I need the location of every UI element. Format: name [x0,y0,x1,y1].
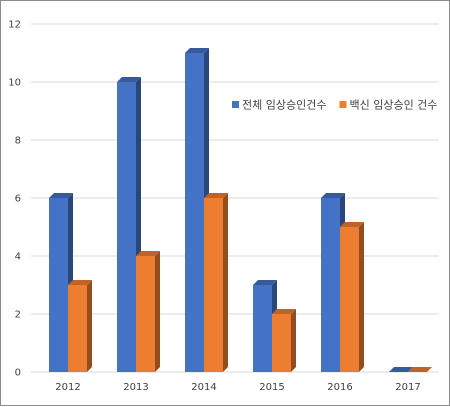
legend-label: 백신 임상승인 건수 [349,99,437,112]
legend-label: 전체 임상승인건수 [242,99,326,112]
bar-top [389,367,413,372]
bar-side [87,280,92,372]
bar-top [340,222,364,227]
bar-front [117,82,136,372]
bar-front [272,314,291,372]
x-tick-label: 2015 [259,382,284,393]
bar-front [49,198,68,372]
bar [389,367,413,372]
bar-side [223,193,228,372]
x-axis-ticks: 2012 2013 2014 2015 2016 2017 [55,382,420,393]
x-tick-label: 2016 [327,382,352,393]
bar-top [272,309,296,314]
y-tick-label: 0 [15,368,21,379]
legend: 전체 임상승인건수 백신 임상승인 건수 [232,99,437,112]
bar [408,367,432,372]
bar-top [321,193,345,198]
bar [68,280,92,372]
y-tick-label: 2 [15,310,21,321]
bar-top [408,367,432,372]
y-tick-label: 6 [15,194,21,205]
x-tick-label: 2017 [395,382,420,393]
y-tick-label: 12 [8,20,21,31]
bar-top [185,48,209,53]
bar-front [185,53,204,372]
bar-side [359,222,364,372]
bar-top [204,193,228,198]
bar-side [291,309,296,372]
bars [49,48,432,372]
bar-front [340,227,359,372]
x-tick-label: 2013 [123,382,148,393]
bar-top [253,280,277,285]
x-tick-label: 2012 [55,382,80,393]
bar-top [49,193,73,198]
bar-front [253,285,272,372]
bar-top [136,251,160,256]
bar-front [68,285,87,372]
bar-side [155,251,160,372]
legend-swatch [232,101,239,108]
y-tick-label: 10 [8,78,21,89]
bar-top [68,280,92,285]
gridlines [31,23,439,373]
bar-front [204,198,223,372]
x-tick-label: 2014 [191,382,216,393]
bar [272,309,296,372]
bar-front [136,256,155,372]
y-axis-ticks: 0 2 4 6 8 10 12 [8,20,21,379]
bar [204,193,228,372]
y-tick-label: 8 [15,136,21,147]
bar-top [117,77,141,82]
bar [136,251,160,372]
bar [340,222,364,372]
bar-front [321,198,340,372]
y-tick-label: 4 [15,252,21,263]
legend-swatch [339,101,347,108]
